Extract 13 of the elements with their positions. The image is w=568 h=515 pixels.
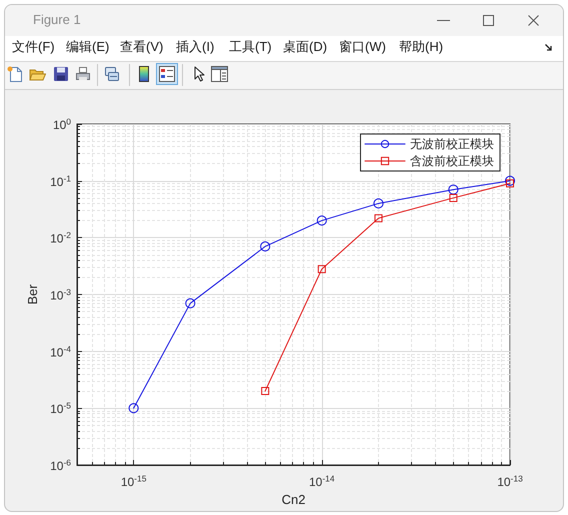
text: 工具(T) [229,38,272,56]
text: 窗口(W) [339,38,386,56]
text: 文件(F) [12,38,55,56]
y-axis-title: Ber [25,284,40,305]
x-axis-title: Cn2 [282,492,306,507]
text: 插入(I) [176,38,214,56]
text: 桌面(D) [283,38,328,56]
caption: Figure 1 [33,11,81,29]
legend-label: 无波前校正模块 [410,137,494,151]
text: 帮助(H) [399,38,444,56]
text: 编辑(E) [66,38,110,56]
text: 查看(V) [120,38,164,56]
legend-label: 含波前校正模块 [410,154,494,168]
